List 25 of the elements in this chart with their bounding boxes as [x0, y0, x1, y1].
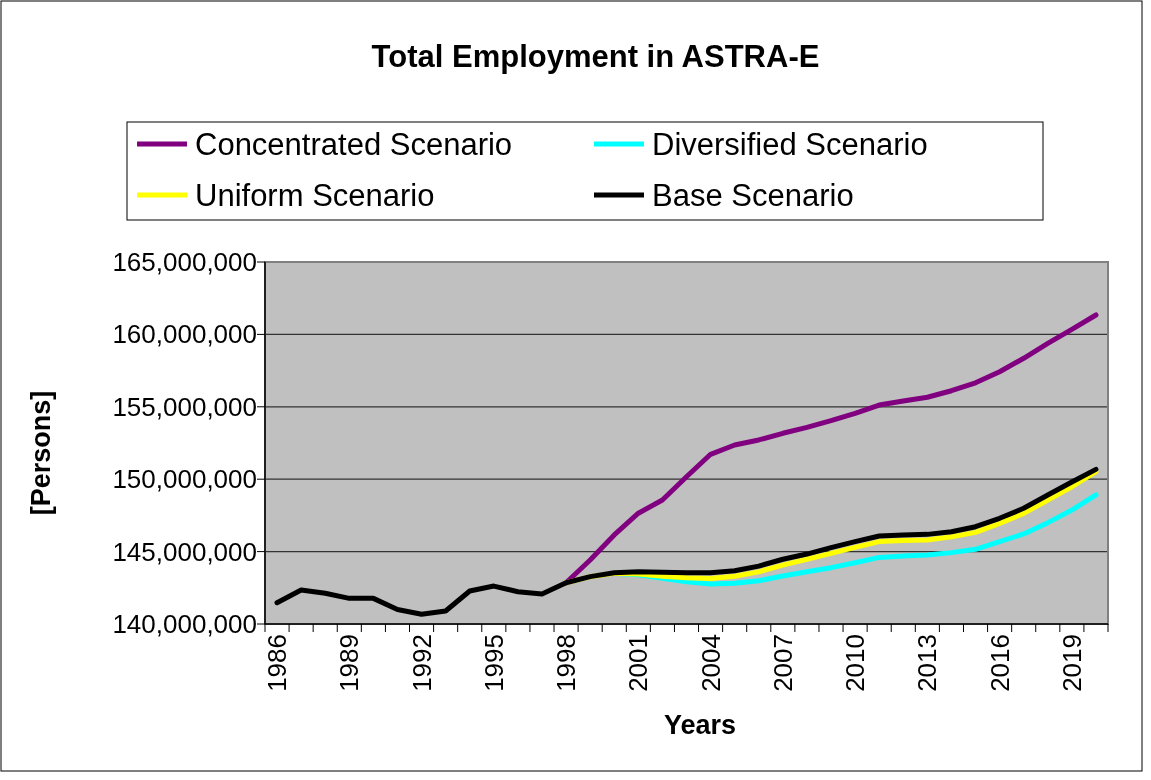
chart-title: Total Employment in ASTRA-E: [371, 39, 820, 74]
x-tick-label: 2004: [695, 634, 726, 692]
x-tick-label: 2013: [912, 634, 943, 692]
y-axis-title: [Persons]: [26, 390, 56, 516]
y-tick-label: 150,000,000: [112, 464, 257, 495]
y-tick-label: 165,000,000: [112, 247, 257, 277]
x-tick-label: 2019: [1056, 634, 1087, 692]
y-tick-label: 140,000,000: [112, 609, 257, 639]
legend-label: Uniform Scenario: [195, 178, 435, 213]
x-tick-label: 2016: [984, 634, 1015, 692]
legend-label: Diversified Scenario: [652, 127, 928, 162]
y-tick-label: 145,000,000: [112, 536, 257, 567]
x-tick-label: 1989: [334, 634, 365, 692]
x-tick-label: 2007: [767, 634, 798, 692]
x-axis-title: Years: [663, 710, 737, 740]
y-tick-label: 160,000,000: [112, 319, 257, 350]
x-tick-label: 2001: [623, 634, 654, 692]
x-tick-label: 1986: [262, 634, 293, 692]
x-tick-label: 1995: [478, 634, 509, 692]
x-tick-label: 2010: [840, 634, 871, 692]
legend-label: Concentrated Scenario: [195, 127, 513, 162]
x-tick-label: 1992: [406, 634, 437, 692]
y-tick-label: 155,000,000: [112, 391, 257, 422]
x-tick-label: 1998: [551, 634, 582, 692]
legend-label: Base Scenario: [652, 178, 854, 213]
